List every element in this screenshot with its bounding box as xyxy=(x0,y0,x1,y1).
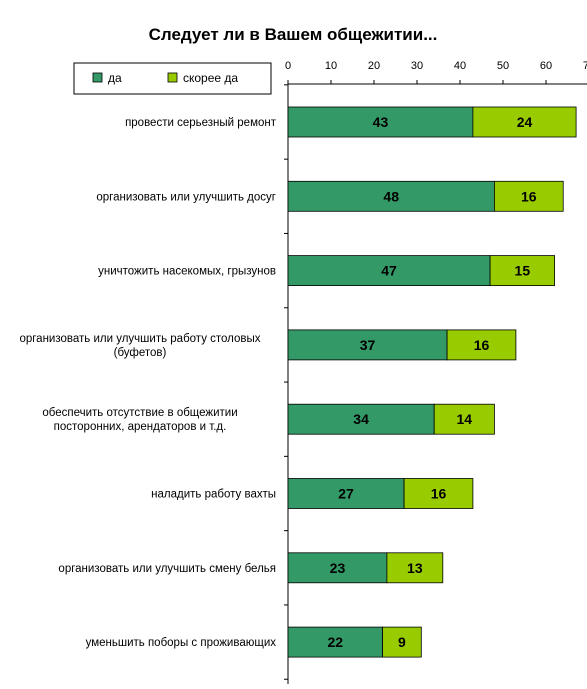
x-tick-label: 70 xyxy=(583,60,587,72)
legend-swatch-skoree-da xyxy=(167,72,178,83)
bar-da xyxy=(287,255,491,287)
bars xyxy=(287,106,577,658)
category-label: организовать или улучшить смену белья xyxy=(58,563,276,575)
category-label: организовать или улучшить досуг xyxy=(96,191,276,203)
x-tick-label: 10 xyxy=(325,60,337,72)
data-label-skoree-da: 9 xyxy=(398,634,406,650)
bar-da xyxy=(287,552,388,584)
bar-da xyxy=(287,106,474,138)
data-label-skoree-da: 16 xyxy=(521,188,537,204)
bar-skoree-da xyxy=(472,106,577,138)
bar-da xyxy=(287,478,405,509)
data-label-da: 34 xyxy=(353,411,369,427)
data-label-skoree-da: 13 xyxy=(407,560,423,576)
legend: да скорее да xyxy=(73,62,272,95)
x-axis: 0 10 20 30 40 50 60 70 xyxy=(285,60,587,85)
category-label: наладить работу вахты xyxy=(151,489,276,501)
x-tick-label: 50 xyxy=(497,60,509,72)
x-tick-label: 60 xyxy=(540,60,552,72)
category-label: обеспечить отсутствие в общежитии посторо… xyxy=(42,407,237,433)
category-label: провести серьезный ремонт xyxy=(125,117,277,129)
legend-label-da: да xyxy=(108,71,122,85)
bar-da xyxy=(287,626,383,658)
bar-skoree-da xyxy=(403,478,474,509)
data-label-da: 22 xyxy=(328,634,344,650)
value-labels: 43 24 48 16 47 15 37 16 34 14 27 16 23 13 22 9 xyxy=(328,114,537,650)
x-tick-label: 30 xyxy=(411,60,423,72)
category-label: уничтожить насекомых, грызунов xyxy=(98,266,276,278)
data-label-skoree-da: 14 xyxy=(457,411,473,427)
bar-skoree-da xyxy=(382,626,422,658)
bar-skoree-da xyxy=(386,552,444,584)
bar-da xyxy=(287,403,435,435)
data-label-skoree-da: 15 xyxy=(515,263,531,279)
data-label-da: 47 xyxy=(381,263,397,279)
legend-swatch-da xyxy=(92,72,103,83)
bar-skoree-da xyxy=(489,255,556,287)
legend-label-skoree-da: скорее да xyxy=(183,71,238,85)
bar-da xyxy=(287,329,448,361)
category-labels: провести серьезный ремонт организовать ил… xyxy=(19,117,276,649)
y-axis xyxy=(284,84,289,684)
data-label-da: 37 xyxy=(360,337,376,353)
data-label-skoree-da: 24 xyxy=(517,114,533,130)
data-label-da: 23 xyxy=(330,560,346,576)
chart-title: Следует ли в Вашем общежитии... xyxy=(149,25,438,44)
x-tick-label: 20 xyxy=(368,60,380,72)
data-label-skoree-da: 16 xyxy=(431,486,447,502)
bar-da xyxy=(287,180,495,212)
category-label: организовать или улучшить работу столовы… xyxy=(19,333,260,359)
bar-skoree-da xyxy=(493,180,564,212)
data-label-da: 43 xyxy=(373,114,389,130)
x-tick-label: 40 xyxy=(454,60,466,72)
data-label-skoree-da: 16 xyxy=(474,337,490,353)
category-label: уменьшить поборы с проживающих xyxy=(86,637,277,649)
data-label-da: 48 xyxy=(383,188,399,204)
data-label-da: 27 xyxy=(338,486,354,502)
bar-skoree-da xyxy=(446,329,517,361)
bar-skoree-da xyxy=(433,403,495,435)
x-tick-label: 0 xyxy=(285,60,291,72)
